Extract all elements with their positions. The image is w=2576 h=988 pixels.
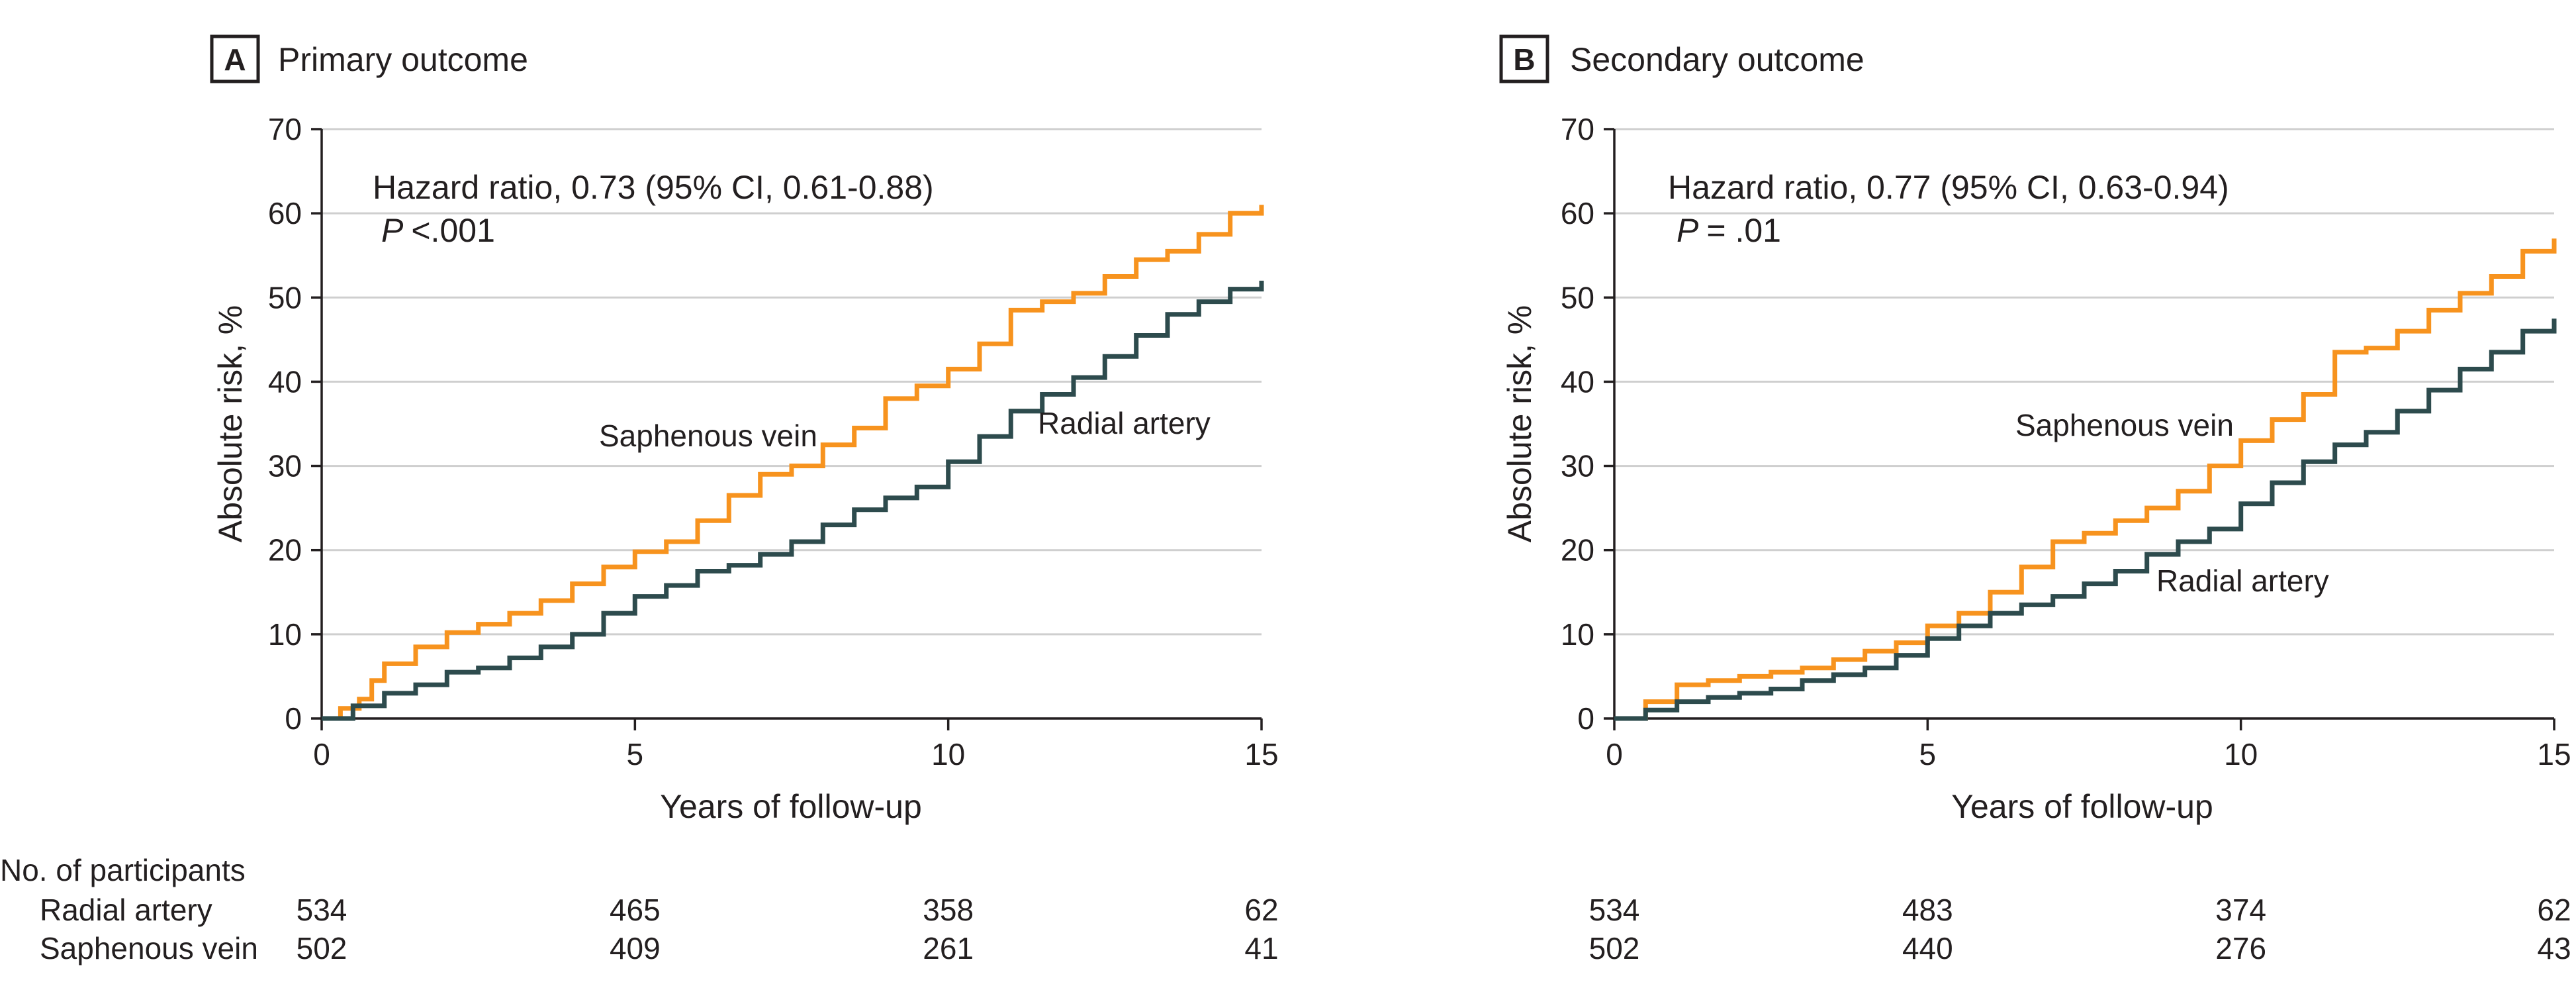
panel-a-at-risk-r2-c3: 261: [923, 931, 974, 965]
panel-a-x-tick-label-5: 5: [627, 737, 644, 771]
panel-a-x-tick-label-10: 10: [931, 737, 965, 771]
panel-a-curve-saphenous-vein: [322, 205, 1264, 721]
panel-a-p-number: <.001: [411, 212, 495, 249]
panel-b-x-tick-label-0: 0: [1606, 737, 1623, 771]
panel-a-y-tick-label-70: 70: [268, 112, 302, 146]
panel-a-at-risk-r2-c1: 502: [297, 931, 347, 965]
panel-b-title: Secondary outcome: [1570, 41, 1864, 78]
panel-a-y-tick-label-50: 50: [268, 280, 302, 315]
panel-b: B Secondary outcome 0 10 20 30 40 50 60 70 0 5 10 1…: [1499, 34, 2571, 825]
panel-b-curve-saphenous-vein: [1614, 238, 2557, 721]
panel-b-x-tick-label-5: 5: [1919, 737, 1937, 771]
panel-b-y-tick-label-40: 40: [1561, 364, 1594, 399]
panel-b-at-risk-r1-c3: 374: [2215, 893, 2266, 927]
panel-b-at-risk-r1-c1: 534: [1589, 893, 1640, 927]
panel-a-y-tick-label-20: 20: [268, 533, 302, 568]
panel-a-at-risk-r1-c1: 534: [297, 893, 347, 927]
panel-b-label-radial-artery: Radial artery: [2156, 564, 2329, 598]
panel-b-y-tick-label-30: 30: [1561, 449, 1594, 483]
panel-b-at-risk-r2-c3: 276: [2215, 931, 2266, 965]
panel-a-y-tick-label-60: 60: [268, 196, 302, 230]
panel-b-p-number: = .01: [1706, 212, 1781, 249]
panel-b-y-tick-label-20: 20: [1561, 533, 1594, 568]
at-risk-values-panel-a: 534 465 358 62 502 409 261 41: [297, 893, 1279, 965]
panel-a-axes: 0 10 20 30 40 50 60 70 0 5 10 15: [268, 112, 1279, 771]
panel-a-y-tick-label-10: 10: [268, 617, 302, 652]
panel-a-title: Primary outcome: [278, 41, 528, 78]
panel-a-at-risk-r1-c2: 465: [610, 893, 661, 927]
panel-a-y-tick-label-30: 30: [268, 449, 302, 483]
panel-b-y-tick-label-60: 60: [1561, 196, 1594, 230]
panel-a-at-risk-r2-c4: 41: [1244, 931, 1278, 965]
panel-a-series-radial-artery: [322, 280, 1264, 721]
panel-b-hazard-ratio: Hazard ratio, 0.77 (95% CI, 0.63-0.94): [1668, 169, 2229, 206]
panel-a-x-axis-title: Years of follow-up: [660, 788, 922, 825]
panel-b-axes: 0 10 20 30 40 50 60 70 0 5 10 15: [1561, 112, 2571, 771]
at-risk-table: No. of participants Radial artery Saphen…: [0, 853, 2571, 965]
panel-b-y-tick-label-50: 50: [1561, 280, 1594, 315]
panel-a-p-value: P <.001: [381, 212, 495, 249]
at-risk-row-label-saphenous-vein: Saphenous vein: [40, 931, 258, 965]
panel-a-hazard-ratio: Hazard ratio, 0.73 (95% CI, 0.61-0.88): [373, 169, 934, 206]
panel-b-curve-radial-artery: [1614, 319, 2557, 721]
panel-a-at-risk-r1-c4: 62: [1244, 893, 1278, 927]
panel-a-at-risk-r2-c2: 409: [610, 931, 661, 965]
panel-b-x-tick-label-15: 15: [2537, 737, 2571, 771]
panel-a-x-tick-label-0: 0: [313, 737, 330, 771]
panel-a-p-symbol: P: [381, 212, 404, 249]
panel-b-y-axis-title: Absolute risk, %: [1501, 305, 1538, 542]
panel-b-y-tick-label-70: 70: [1561, 112, 1594, 146]
panel-a-y-tick-label-0: 0: [285, 701, 302, 736]
panel-b-at-risk-r2-c2: 440: [1902, 931, 1953, 965]
panel-a-label-saphenous-vein: Saphenous vein: [599, 419, 817, 453]
panel-a-letter: A: [224, 42, 246, 77]
panel-b-p-value: P = .01: [1677, 212, 1781, 249]
panel-b-p-symbol: P: [1677, 212, 1699, 249]
panel-a-letter-box: [210, 34, 260, 83]
panel-b-series-saphenous-vein: [1614, 238, 2557, 721]
panel-a-y-axis-title: Absolute risk, %: [212, 305, 249, 542]
panel-b-at-risk-r2-c4: 43: [2537, 931, 2571, 965]
panel-a-x-tick-label-15: 15: [1244, 737, 1278, 771]
panel-b-letter-box: [1499, 34, 1549, 83]
panel-a-series-saphenous-vein: [322, 205, 1264, 721]
at-risk-row-label-radial-artery: Radial artery: [40, 893, 212, 927]
panel-b-at-risk-r1-c2: 483: [1902, 893, 1953, 927]
panel-b-at-risk-r1-c4: 62: [2537, 893, 2571, 927]
at-risk-values-panel-b: 534 483 374 62 502 440 276 43: [1589, 893, 2571, 965]
panel-a-label-radial-artery: Radial artery: [1038, 406, 1211, 440]
panel-a-at-risk-r1-c3: 358: [923, 893, 974, 927]
panel-b-label-saphenous-vein: Saphenous vein: [2015, 408, 2234, 442]
at-risk-header: No. of participants: [0, 853, 246, 887]
panel-b-grid: [1614, 128, 2554, 636]
panel-a-curve-radial-artery: [322, 280, 1264, 721]
panel-b-x-tick-label-10: 10: [2224, 737, 2258, 771]
panel-b-y-tick-label-10: 10: [1561, 617, 1594, 652]
panel-b-x-axis-title: Years of follow-up: [1951, 788, 2213, 825]
panel-b-y-tick-label-0: 0: [1577, 701, 1594, 736]
panel-a-y-tick-label-40: 40: [268, 364, 302, 399]
panel-b-at-risk-r2-c1: 502: [1589, 931, 1640, 965]
panel-b-letter: B: [1513, 42, 1535, 77]
panel-b-series-radial-artery: [1614, 319, 2557, 721]
